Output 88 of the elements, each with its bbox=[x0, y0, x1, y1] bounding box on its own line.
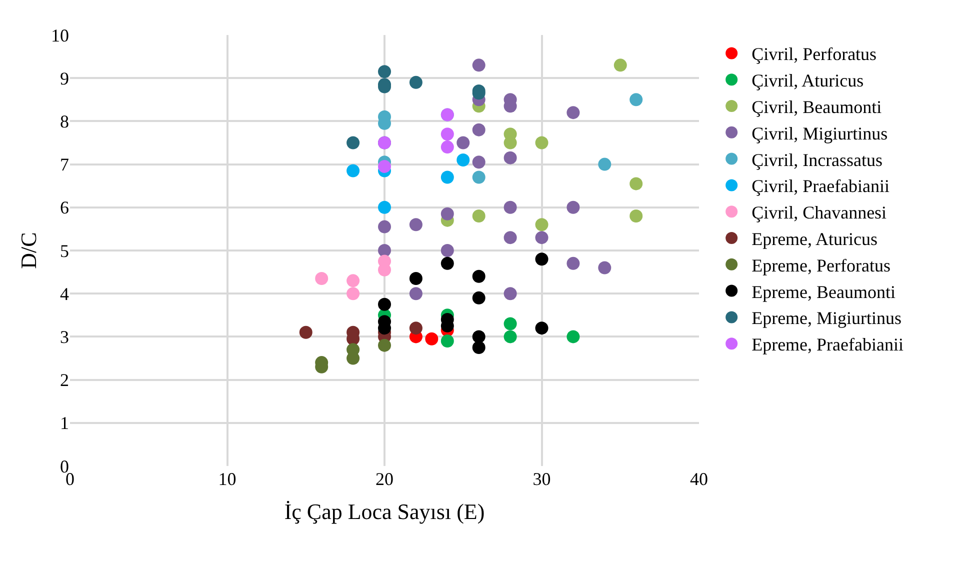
legend-label: Çivril, Perforatus bbox=[752, 44, 877, 64]
y-tick-label: 8 bbox=[60, 112, 69, 132]
point bbox=[440, 256, 454, 270]
point bbox=[378, 244, 391, 257]
point bbox=[440, 128, 454, 141]
y-tick-label: 3 bbox=[60, 327, 69, 347]
point bbox=[504, 151, 517, 164]
point bbox=[456, 136, 470, 150]
x-tick-label: 20 bbox=[376, 469, 394, 489]
point bbox=[472, 58, 486, 72]
x-axis-title: İç Çap Loca Sayısı (E) bbox=[284, 498, 485, 524]
y-tick-label: 4 bbox=[60, 284, 69, 304]
y-tick-label: 5 bbox=[60, 240, 69, 261]
point bbox=[409, 76, 422, 89]
point bbox=[566, 330, 580, 344]
point bbox=[440, 244, 454, 257]
point bbox=[409, 272, 422, 286]
point bbox=[535, 218, 548, 232]
point bbox=[378, 65, 391, 78]
point bbox=[472, 291, 486, 304]
point bbox=[440, 140, 454, 154]
legend-label: Çivril, Beaumonti bbox=[752, 97, 882, 118]
point bbox=[472, 170, 486, 184]
point bbox=[472, 270, 486, 283]
point bbox=[504, 136, 517, 150]
point bbox=[378, 160, 391, 173]
y-tick-label: 6 bbox=[60, 198, 69, 218]
point bbox=[346, 287, 360, 300]
point bbox=[472, 340, 486, 354]
point bbox=[566, 200, 580, 214]
point bbox=[598, 158, 612, 171]
x-tick-label: 40 bbox=[690, 469, 708, 489]
x-tick-label: 30 bbox=[532, 469, 551, 489]
point bbox=[440, 334, 454, 348]
point bbox=[440, 207, 454, 220]
point bbox=[614, 58, 627, 72]
point bbox=[598, 261, 612, 274]
point bbox=[504, 231, 517, 244]
point bbox=[535, 231, 548, 244]
point bbox=[472, 330, 486, 344]
legend-label: Epreme, Aturicus bbox=[752, 229, 878, 250]
point bbox=[566, 256, 580, 270]
point bbox=[378, 200, 391, 214]
legend-label: Çivril, Praefabianii bbox=[752, 176, 890, 196]
legend-label: Epreme, Perforatus bbox=[752, 255, 891, 276]
point bbox=[378, 220, 391, 234]
point bbox=[535, 322, 548, 335]
point bbox=[630, 210, 643, 223]
point bbox=[566, 106, 580, 120]
point bbox=[299, 326, 312, 339]
point bbox=[425, 332, 438, 346]
point bbox=[472, 156, 486, 169]
y-axis-title: D/C bbox=[16, 232, 41, 269]
y-tick-label: 7 bbox=[60, 154, 69, 175]
legend-label: Çivril, Chavannesi bbox=[752, 202, 887, 223]
point bbox=[346, 274, 360, 288]
point bbox=[346, 136, 360, 150]
legend-label: Çivril, Aturicus bbox=[752, 70, 864, 91]
x-tick-label: 10 bbox=[218, 469, 236, 489]
point bbox=[456, 153, 470, 166]
y-tick-label: 9 bbox=[60, 68, 69, 88]
legend-label: Epreme, Beaumonti bbox=[752, 282, 896, 302]
point bbox=[378, 298, 391, 311]
point bbox=[378, 338, 391, 352]
y-tick-label: 2 bbox=[60, 370, 69, 390]
y-tick-label: 10 bbox=[51, 25, 69, 46]
legend-label: Epreme, Praefabianii bbox=[752, 334, 904, 355]
point bbox=[409, 218, 422, 232]
legend-label: Epreme, Migiurtinus bbox=[752, 308, 902, 328]
legend-label: Çivril, Incrassatus bbox=[752, 150, 883, 170]
point bbox=[630, 177, 643, 190]
point bbox=[504, 317, 517, 330]
point bbox=[409, 287, 422, 300]
point bbox=[346, 352, 360, 365]
point bbox=[472, 210, 486, 223]
point bbox=[315, 272, 328, 286]
point bbox=[409, 322, 422, 335]
y-tick-label: 1 bbox=[60, 413, 69, 434]
point bbox=[504, 287, 517, 300]
point bbox=[535, 136, 548, 150]
point bbox=[535, 252, 548, 266]
point bbox=[472, 123, 486, 136]
point bbox=[440, 170, 454, 184]
point bbox=[504, 200, 517, 214]
point bbox=[630, 93, 643, 106]
point bbox=[346, 164, 360, 178]
legend-label: Çivril, Migiurtinus bbox=[752, 123, 888, 144]
point bbox=[504, 330, 517, 344]
